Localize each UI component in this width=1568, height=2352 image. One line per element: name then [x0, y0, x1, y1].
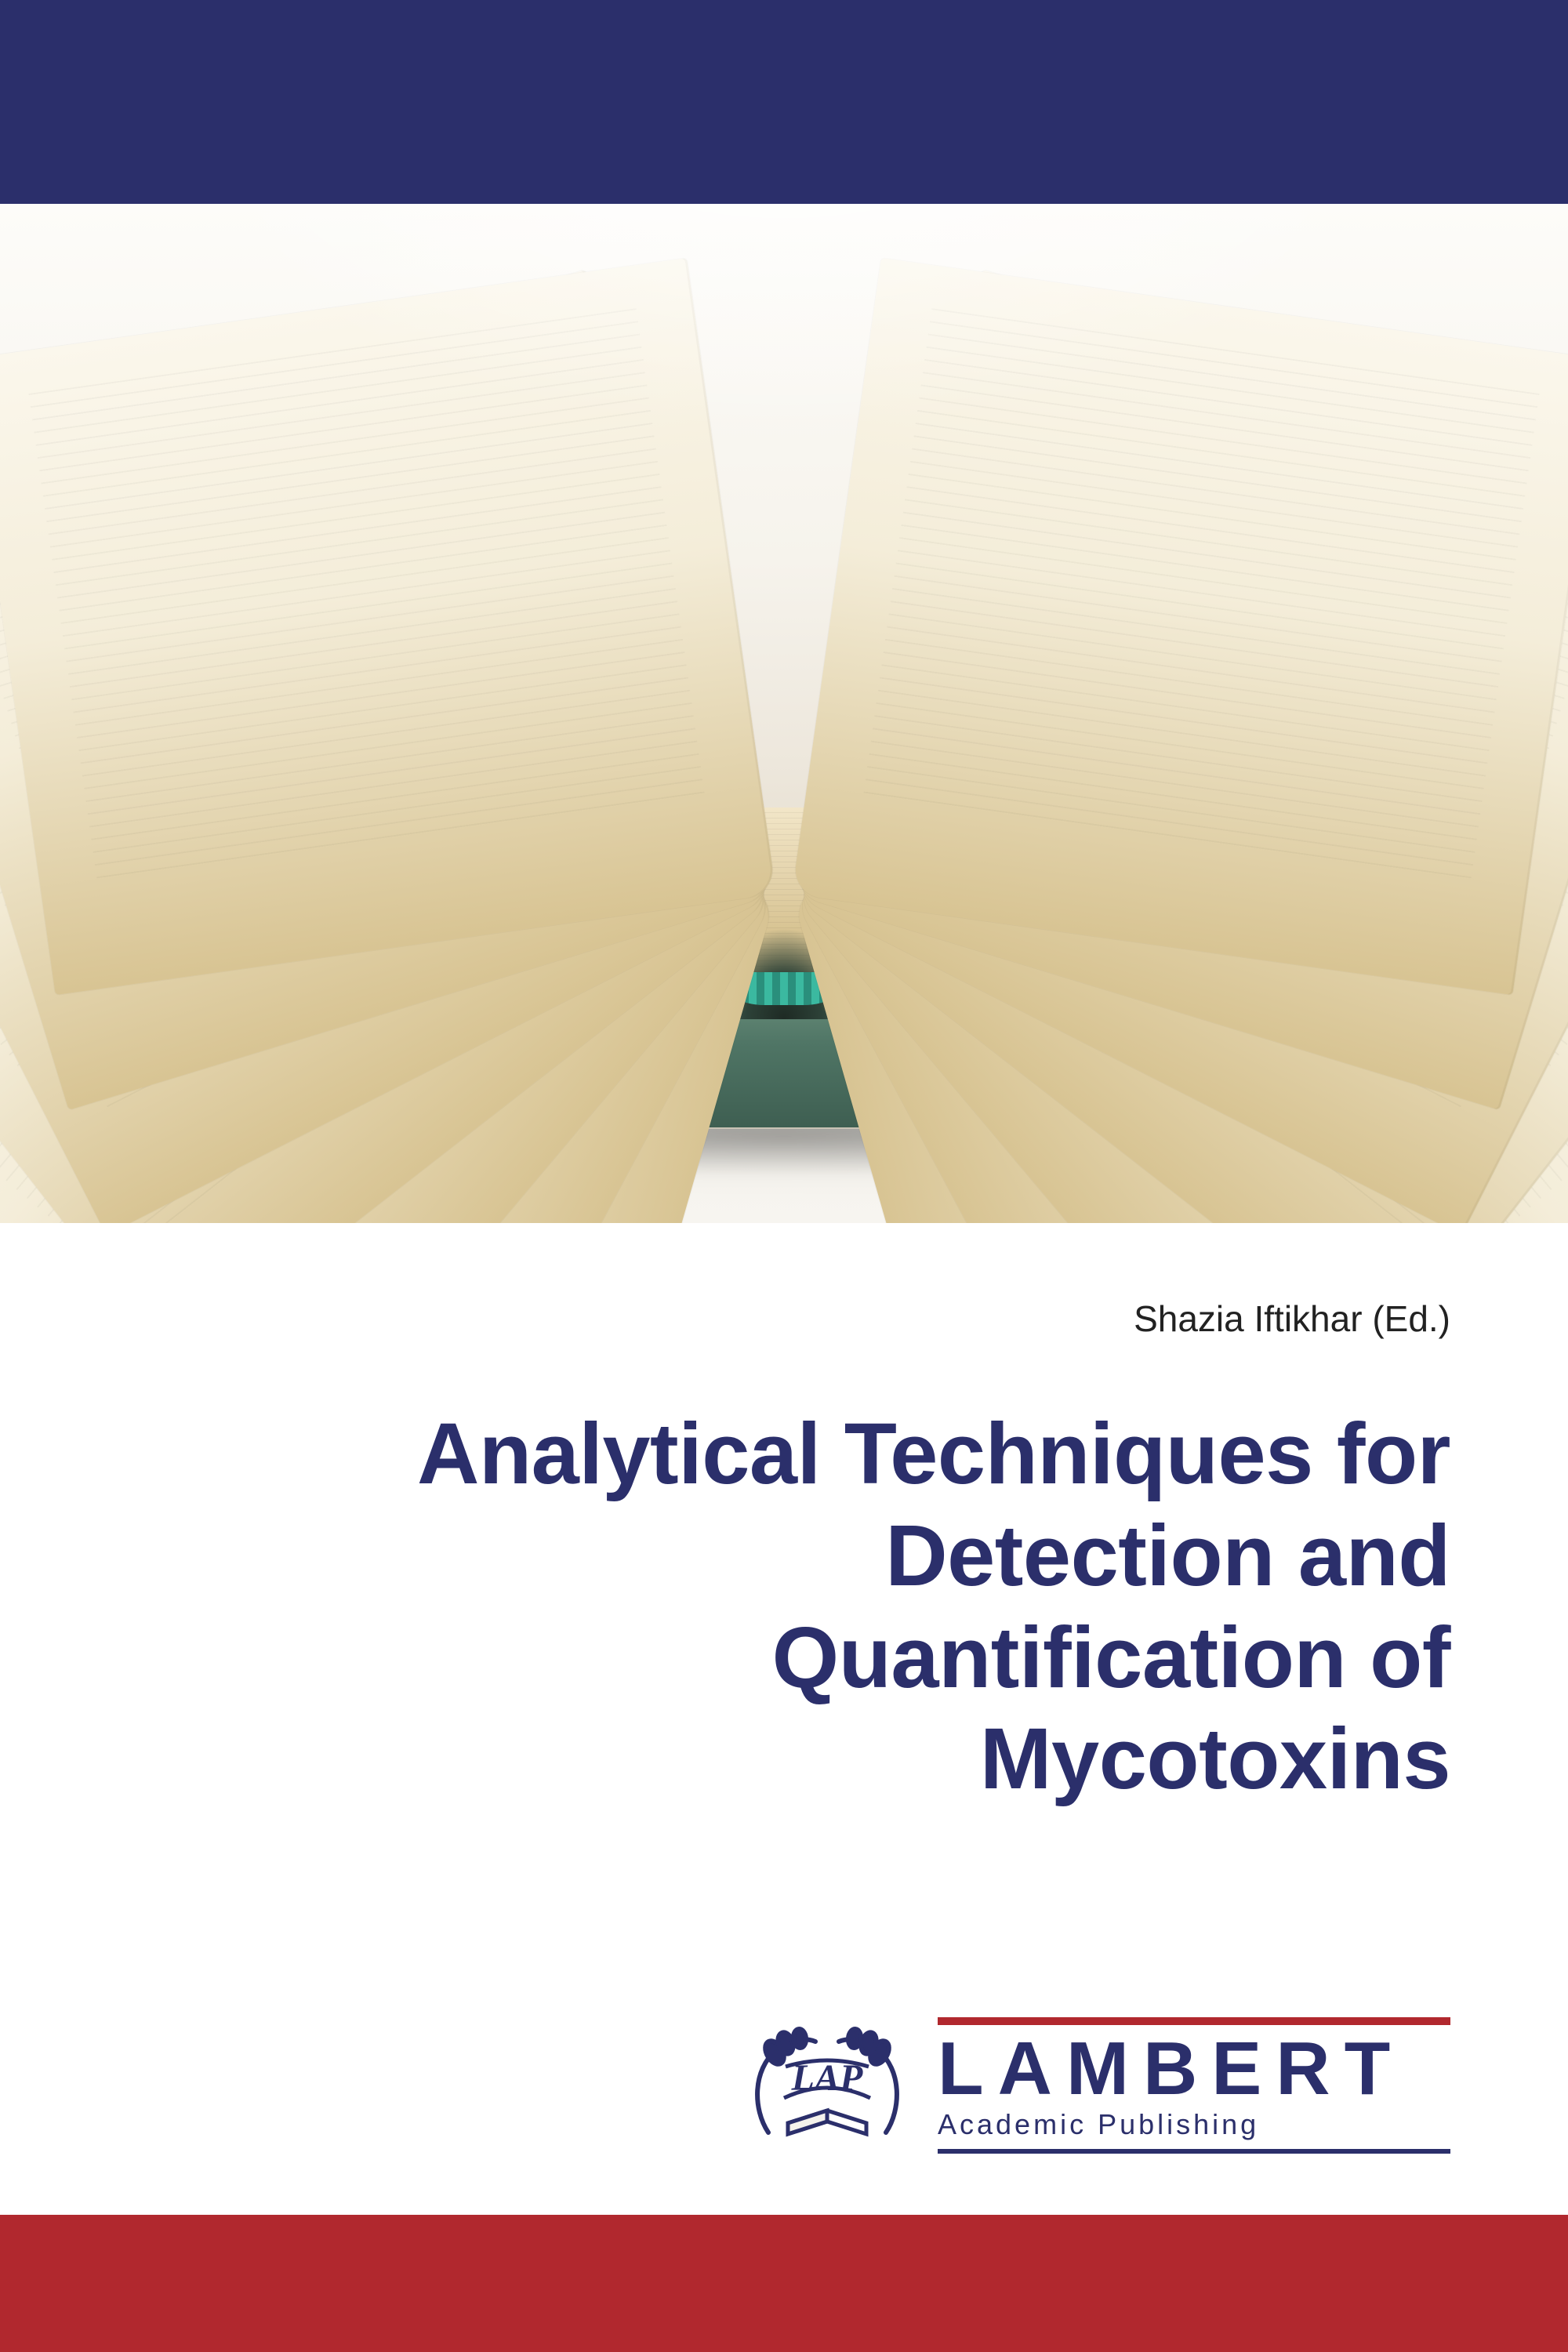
hero-photo-open-book [0, 204, 1568, 1223]
author-editor: Shazia Iftikhar (Ed.) [1134, 1298, 1450, 1340]
publisher-logo: LAP LAMBERT Academic Publishing [745, 2015, 1450, 2156]
publisher-rule-top [938, 2017, 1450, 2025]
book-title: Analytical Techniques forDetection andQu… [118, 1403, 1450, 1810]
publisher-name: LAMBERT [938, 2031, 1450, 2107]
book-pages-left [0, 204, 776, 894]
publisher-rule-bottom [938, 2149, 1450, 2154]
lap-emblem-icon: LAP [745, 2023, 909, 2148]
book-pages-right [792, 204, 1568, 894]
top-color-band [0, 0, 1568, 204]
bottom-color-band [0, 2215, 1568, 2352]
open-book-illustration [0, 204, 1568, 1129]
publisher-subtitle: Academic Publishing [938, 2108, 1450, 2141]
publisher-text-block: LAMBERT Academic Publishing [938, 2017, 1450, 2154]
